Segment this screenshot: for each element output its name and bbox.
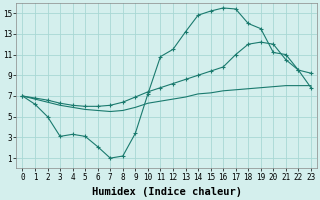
X-axis label: Humidex (Indice chaleur): Humidex (Indice chaleur) (92, 187, 242, 197)
